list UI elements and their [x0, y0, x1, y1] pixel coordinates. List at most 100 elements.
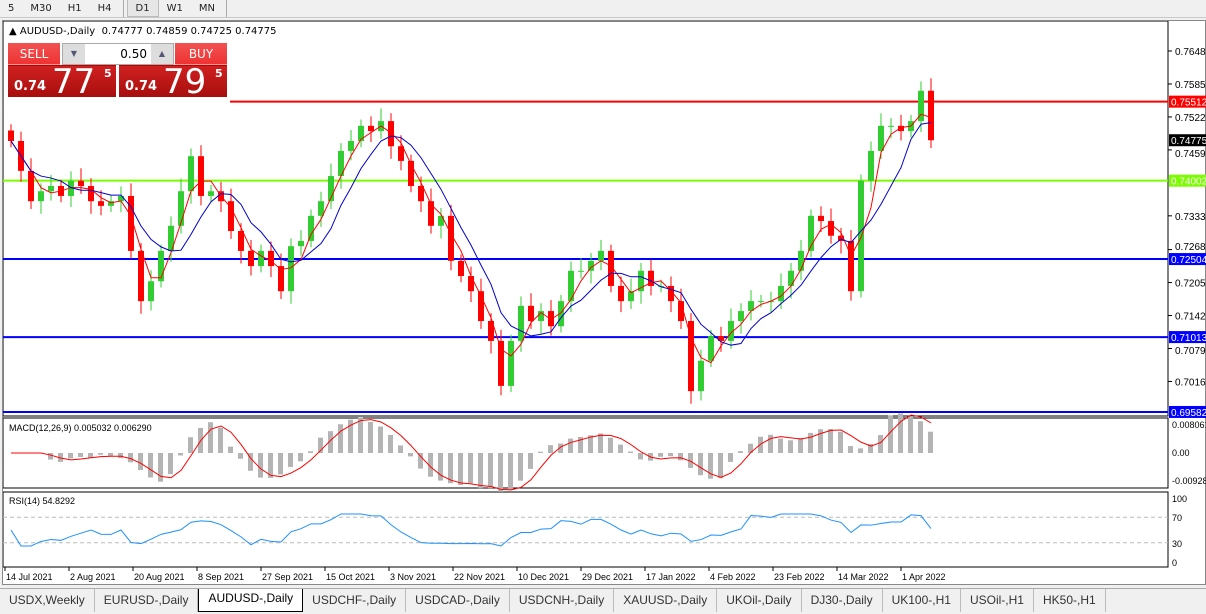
candle-body [928, 90, 934, 141]
macd-bar [128, 453, 133, 463]
lot-increase-icon[interactable]: ▲ [151, 44, 173, 64]
candle-body [468, 276, 474, 292]
candle-body [348, 141, 354, 151]
macd-bar [508, 453, 513, 490]
tab-hk50-h1[interactable]: HK50-,H1 [1034, 589, 1106, 612]
tab-usoil-h1[interactable]: USOil-,H1 [961, 589, 1034, 612]
lot-input[interactable]: 0.50 [120, 47, 147, 61]
candle-body [638, 270, 644, 292]
timeframe-toolbar: 5 M30 H1 H4 D1 W1 MN [0, 0, 1206, 18]
lot-stepper[interactable]: ▼ 0.50 ▲ [62, 43, 174, 65]
lot-decrease-icon[interactable]: ▼ [63, 44, 85, 64]
candle-body [168, 225, 174, 251]
tab-xauusd-daily[interactable]: XAUUSD-,Daily [614, 589, 718, 612]
date-label: 20 Aug 2021 [134, 572, 185, 582]
date-label: 1 Apr 2022 [902, 572, 946, 582]
macd-bar [728, 453, 733, 462]
date-label: 2 Aug 2021 [70, 572, 116, 582]
tab-usdx-weekly[interactable]: USDX,Weekly [0, 589, 95, 612]
macd-bar [388, 434, 393, 453]
rsi-axis-label: 100 [1172, 494, 1187, 504]
candle-body [508, 340, 514, 386]
candle-body [868, 150, 874, 181]
candle-body [528, 305, 534, 322]
tab-ukoil-daily[interactable]: UKOil-,Daily [717, 589, 802, 612]
macd-bar [458, 453, 463, 486]
level-badge [1169, 253, 1206, 266]
macd-bar [378, 426, 383, 453]
candle-body [78, 180, 84, 187]
timeframe-5[interactable]: 5 [8, 3, 15, 14]
timeframe-D1[interactable]: D1 [126, 0, 159, 17]
buy-button[interactable]: BUY 0.74 79 5 [119, 43, 227, 102]
sell-button[interactable]: SELL 0.74 77 5 [8, 43, 116, 102]
main-panel [3, 21, 1169, 417]
level-label: 0.71013 [1171, 333, 1206, 344]
timeframe-H4[interactable]: H4 [97, 3, 112, 14]
candle-body [8, 130, 14, 142]
macd-bar [158, 453, 163, 482]
timeframe-M30[interactable]: M30 [30, 3, 52, 14]
tab-uk100-h1[interactable]: UK100-,H1 [883, 589, 961, 612]
macd-bar [328, 431, 333, 453]
candle-body [28, 170, 34, 202]
timeframe-H1[interactable]: H1 [67, 3, 82, 14]
macd-bar [118, 453, 123, 459]
candle-body [248, 250, 254, 267]
macd-bar [848, 446, 853, 453]
date-label: 23 Feb 2022 [774, 572, 825, 582]
macd-bar [888, 415, 893, 453]
macd-bar [708, 453, 713, 479]
buy-price-small: 0.74 [125, 79, 158, 94]
candle-body [268, 250, 274, 267]
macd-bar [218, 427, 223, 453]
tab-dj30-daily[interactable]: DJ30-,Daily [802, 589, 883, 612]
tab-usdcnh-daily[interactable]: USDCNH-,Daily [510, 589, 615, 612]
tab-usdcad-daily[interactable]: USDCAD-,Daily [406, 589, 510, 612]
level-label: 0.75512 [1171, 98, 1206, 109]
macd-bar [478, 453, 483, 489]
date-label: 17 Jan 2022 [646, 572, 696, 582]
candle-body [98, 201, 104, 206]
macd-bar [428, 453, 433, 477]
date-label: 22 Nov 2021 [454, 572, 505, 582]
level-badge [1169, 95, 1206, 108]
candle-body [408, 160, 414, 187]
macd-bar [468, 453, 473, 484]
timeframe-MN[interactable]: MN [198, 3, 215, 14]
candle-body [548, 311, 554, 327]
candle-body [888, 125, 894, 127]
price-label: 0.72685 [1175, 242, 1206, 253]
tab-eurusd-daily[interactable]: EURUSD-,Daily [95, 589, 199, 612]
rsi-axis-label: 0 [1172, 558, 1177, 568]
candle-body [188, 156, 194, 192]
macd-bar [408, 453, 413, 457]
macd-bar [748, 443, 753, 453]
macd-bar [808, 432, 813, 453]
candle-body [828, 221, 834, 236]
candle-body [608, 250, 614, 286]
candle-body [848, 240, 854, 292]
date-label: 14 Mar 2022 [838, 572, 889, 582]
candle-body [578, 270, 584, 272]
macd-bar [228, 446, 233, 453]
candle-body [598, 250, 604, 261]
macd-bar [538, 451, 543, 453]
candle-body [518, 305, 524, 341]
candle-body [258, 250, 264, 267]
tab-usdchf-daily[interactable]: USDCHF-,Daily [303, 589, 407, 612]
macd-bar [258, 453, 263, 478]
tab-audusd-daily[interactable]: AUDUSD-,Daily [198, 589, 304, 612]
candle-body [618, 285, 624, 302]
candle-body [698, 360, 704, 392]
candle-body [88, 186, 94, 202]
level-label: 0.72504 [1171, 255, 1206, 266]
macd-bar [348, 419, 353, 453]
macd-bar [188, 437, 193, 453]
timeframe-W1[interactable]: W1 [166, 3, 183, 14]
macd-bar [108, 453, 113, 456]
